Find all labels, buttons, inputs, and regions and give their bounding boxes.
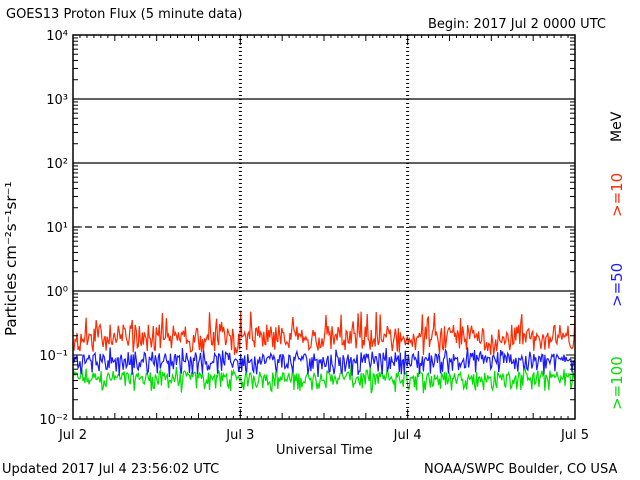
y-tick-label: 10⁻² — [39, 413, 68, 428]
y-tick-label: 10⁴ — [46, 29, 68, 44]
y-tick-label: 10² — [46, 157, 68, 172]
legend-series-10: >=10 — [608, 172, 626, 217]
credit-text: NOAA/SWPC Boulder, CO USA — [424, 462, 618, 477]
x-tick-label: Jul 4 — [393, 428, 422, 443]
y-tick-label: 10⁻¹ — [39, 349, 68, 364]
x-tick-label: Jul 5 — [560, 428, 589, 443]
updated-timestamp: Updated 2017 Jul 4 23:56:02 UTC — [2, 462, 220, 477]
axes-frame — [72, 34, 576, 420]
series-line-ge100 — [72, 364, 576, 394]
axis-labels: 10⁻² 10⁻¹ 10⁰ 10¹ 10² 10³ 10⁴ Jul 2 Jul 3 Jul 4 Ju… — [39, 29, 589, 443]
unit-label-mev: MeV — [609, 111, 625, 142]
legend-series-50: >=50 — [608, 262, 626, 307]
x-tick-label: Jul 2 — [58, 428, 87, 443]
series-line-ge10 — [72, 310, 576, 355]
legend-series-100: >=100 — [608, 356, 626, 410]
series-lines — [72, 310, 576, 394]
chart-title: GOES13 Proton Flux (5 minute data) — [6, 7, 243, 22]
begin-time: Begin: 2017 Jul 2 0000 UTC — [428, 17, 606, 32]
series-line-ge50 — [72, 347, 576, 378]
y-tick-label: 10⁰ — [46, 285, 68, 300]
y-tick-label: 10³ — [46, 93, 68, 108]
y-tick-label: 10¹ — [46, 221, 68, 236]
x-axis-label: Universal Time — [276, 443, 373, 458]
x-tick-label: Jul 3 — [225, 428, 254, 443]
y-axis-label: Particles cm⁻²s⁻¹sr⁻¹ — [2, 181, 20, 336]
